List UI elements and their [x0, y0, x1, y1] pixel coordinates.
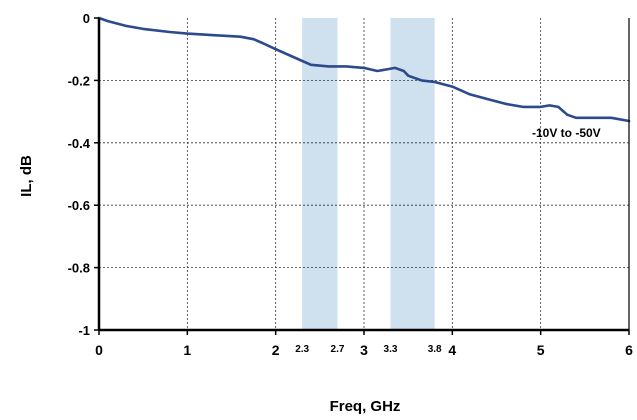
y-tick-label-0: 0 — [83, 11, 90, 26]
tick-labels: 0 -0.2 -0.4 -0.6 -0.8 -1 0 1 2 3 4 5 6 2.3 2.7 3.3 3.8 — [68, 11, 634, 358]
band-tick-label-3: 3.8 — [428, 344, 442, 355]
band-tick-label-1: 2.7 — [331, 344, 345, 355]
series-line-0 — [97, 16, 631, 123]
x-axis-title: Freq, GHz — [330, 398, 401, 415]
x-tick-label-5: 5 — [537, 342, 545, 358]
x-tick-label-2: 2 — [272, 342, 280, 358]
y-tick-label-3: -0.6 — [68, 198, 90, 213]
band-0 — [302, 18, 338, 330]
y-tick-label-2: -0.4 — [68, 136, 91, 151]
y-tick-label-4: -0.8 — [68, 261, 90, 276]
grid — [99, 18, 629, 330]
y-tick-label-1: -0.2 — [68, 73, 90, 88]
x-tick-label-6: 6 — [625, 342, 633, 358]
axes — [94, 17, 630, 335]
y-axis-title: IL, dB — [18, 155, 35, 197]
series-layer — [97, 16, 631, 123]
band-tick-label-0: 2.3 — [295, 344, 309, 355]
x-tick-label-1: 1 — [183, 342, 191, 358]
x-tick-label-4: 4 — [448, 342, 456, 358]
x-tick-label-0: 0 — [95, 342, 103, 358]
x-tick-label-3: 3 — [360, 342, 368, 358]
band-tick-label-2: 3.3 — [384, 344, 398, 355]
band-1 — [390, 18, 435, 330]
y-tick-label-5: -1 — [78, 323, 90, 338]
series-label: -10V to -50V — [532, 126, 601, 140]
